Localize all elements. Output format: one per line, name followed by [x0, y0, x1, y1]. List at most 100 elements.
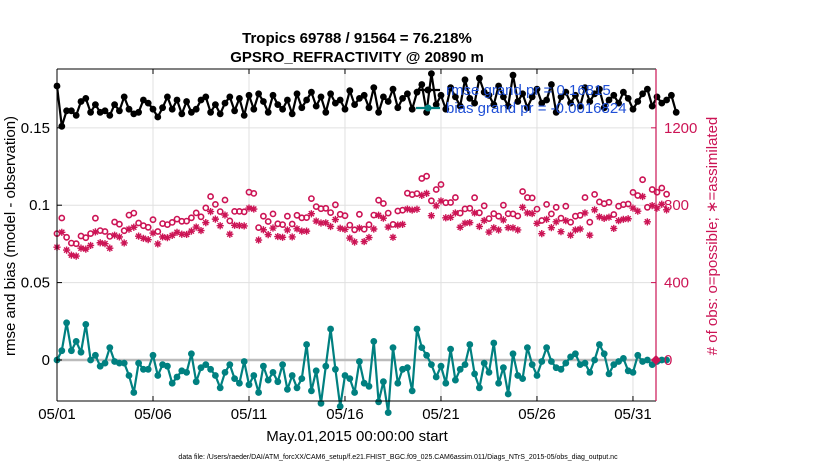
x-tick-label: 05/16 [326, 406, 364, 423]
obs-assimilated-point [355, 224, 363, 232]
obs-assimilated-point [274, 232, 282, 241]
obs-assimilated-point [182, 230, 191, 239]
obs-assimilated-point [288, 233, 296, 241]
obs-assimilated-point [264, 231, 272, 239]
bias-point [514, 372, 522, 379]
bias-point [533, 372, 541, 379]
plot-background [57, 69, 656, 401]
obs-assimilated-point [461, 219, 469, 227]
obs-assimilated-point [77, 244, 85, 252]
obs-assimilated-point [619, 215, 627, 223]
obs-possible-point [341, 212, 349, 220]
obs-assimilated-point [394, 221, 402, 229]
bias-point [586, 369, 594, 376]
rmse-point [236, 95, 243, 102]
bias-point [567, 353, 574, 361]
legend-bias-marker [424, 104, 432, 112]
bias-point [528, 361, 536, 368]
obs-possible-point [187, 214, 195, 222]
bias-point [524, 344, 531, 351]
rmse-point [605, 96, 613, 104]
obs-assimilated-point [590, 206, 599, 214]
rmse-point [370, 84, 378, 91]
bias-point [245, 381, 253, 389]
bias-point [591, 356, 598, 364]
bias-point [250, 372, 258, 379]
y-tick-label-left: 0.1 [29, 197, 50, 214]
obs-possible-point [216, 208, 224, 215]
rmse-point [63, 107, 70, 115]
obs-assimilated-point [490, 224, 498, 232]
bias-point [96, 362, 104, 370]
obs-assimilated-point [562, 217, 570, 225]
bias-point [538, 358, 546, 365]
bias-point [63, 319, 70, 327]
obs-possible-point [375, 196, 382, 204]
obs-possible-point [432, 186, 440, 193]
rmse-point [58, 122, 66, 130]
y-tick-label-left: 0.05 [21, 275, 50, 292]
x-tick-label: 05/11 [231, 406, 267, 423]
rmse-point [408, 105, 416, 113]
rmse-point [428, 70, 435, 77]
obs-possible-point [581, 194, 589, 201]
obs-possible-point [207, 193, 214, 200]
obs-assimilated-point [221, 211, 229, 219]
obs-assimilated-series [53, 189, 671, 260]
obs-assimilated-point [134, 232, 143, 240]
obs-assimilated-point [269, 224, 277, 232]
bias-point [543, 344, 550, 351]
obs-assimilated-point [514, 226, 522, 234]
rmse-point [629, 105, 637, 113]
bias-point [437, 362, 445, 370]
x-axis-label: May.01,2015 00:00:00 start [266, 428, 448, 445]
obs-possible-point [495, 212, 502, 220]
axes: 05/01 05/06 05/11 05/16 05/21 05/26 05/31 0 0.05… [21, 68, 697, 423]
rmse-point [672, 108, 680, 116]
obs-assimilated-point [130, 223, 138, 231]
obs-possible-point [451, 194, 459, 201]
rmse-point [648, 102, 656, 110]
obs-assimilated-point [331, 215, 339, 224]
obs-assimilated-point [595, 213, 603, 221]
obs-possible-point [639, 176, 646, 184]
obs-assimilated-point [58, 228, 66, 236]
bias-point [644, 356, 651, 364]
rmse-point [528, 93, 536, 101]
obs-assimilated-point [163, 234, 171, 242]
rmse-point [140, 96, 147, 104]
obs-assimilated-point [139, 234, 147, 242]
obs-assimilated-point [250, 205, 258, 213]
obs-assimilated-point [466, 219, 474, 227]
rmse-point [576, 102, 584, 110]
obs-possible-point [116, 220, 123, 228]
obs-assimilated-point [614, 217, 623, 225]
obs-possible-point [130, 209, 138, 217]
obs-assimilated-point [240, 222, 248, 230]
bias-point [370, 338, 378, 345]
bias-point [260, 362, 267, 370]
rmse-point [456, 102, 464, 110]
obs-possible-point [149, 216, 157, 224]
chart-title-line2: GPSRO_REFRACTIVITY @ 20890 m [230, 49, 484, 66]
rmse-point [586, 98, 594, 105]
x-tick-label: 05/01 [38, 406, 76, 423]
obs-assimilated-point [154, 240, 162, 248]
obs-possible-point [384, 209, 392, 217]
obs-assimilated-point [168, 231, 176, 239]
bias-point [500, 364, 507, 372]
bias-point [413, 325, 421, 333]
bias-point [336, 403, 344, 410]
bias-point [125, 372, 133, 379]
obs-assimilated-point [446, 213, 455, 221]
bias-point [288, 372, 296, 379]
bias-point [605, 370, 613, 378]
obs-assimilated-point [101, 240, 109, 248]
obs-assimilated-point [230, 221, 239, 229]
rmse-point [351, 101, 358, 108]
rmse-point [269, 91, 277, 99]
obs-assimilated-point [350, 238, 359, 246]
bias-point [144, 365, 152, 373]
obs-assimilated-point [379, 214, 387, 222]
